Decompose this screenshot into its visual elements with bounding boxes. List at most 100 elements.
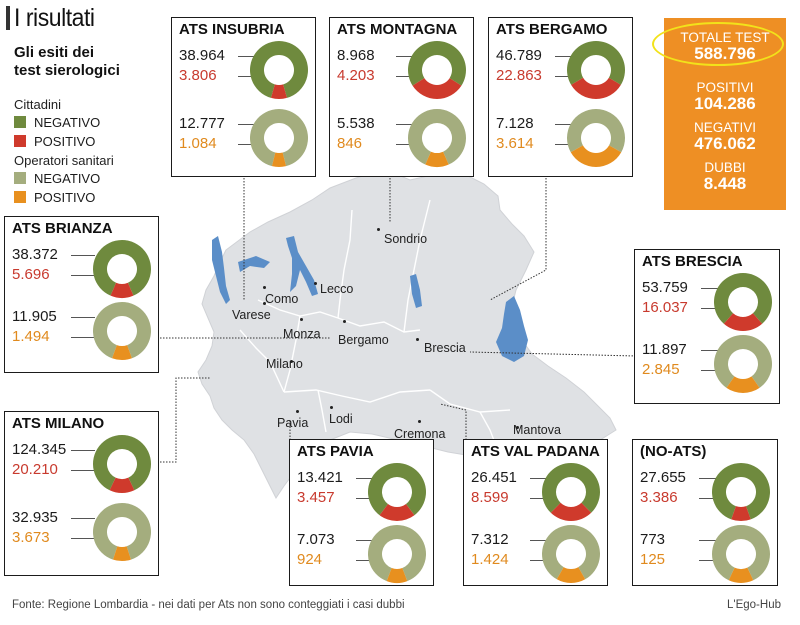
donut-slice-negativo: [92, 435, 151, 491]
value-operatori-positivo: 1.084: [179, 135, 217, 152]
province-borders: [239, 199, 511, 457]
footer-credit: L'Ego-Hub: [727, 599, 781, 611]
legend-group-cittadini: Cittadini: [14, 97, 61, 112]
positivi-label: POSITIVI: [696, 80, 754, 95]
donut-cittadini: [408, 41, 466, 99]
donut-slice-negativo: [567, 41, 625, 85]
leader-line: [238, 76, 262, 77]
city-label: Lodi: [329, 412, 353, 426]
leader-line: [701, 308, 725, 309]
donut-slice-negativo: [250, 41, 308, 98]
leader-line: [396, 124, 420, 125]
city-dot: [263, 286, 266, 289]
donut-cittadini: [92, 435, 151, 493]
dubbi-label: DUBBI: [704, 160, 746, 175]
donut-cittadini: [542, 463, 600, 521]
positivi-value: 104.286: [694, 94, 756, 113]
legend-swatch: [14, 191, 26, 203]
value-operatori-negativo: 32.935: [12, 509, 58, 526]
legend-item-operatori-positivo: POSITIVO: [14, 190, 95, 206]
value-operatori-positivo: 846: [337, 135, 363, 152]
value-operatori-positivo: 1.494: [12, 328, 50, 345]
donut-slice-negativo: [408, 108, 466, 165]
leader-line: [555, 76, 579, 77]
legend-swatch: [14, 116, 26, 128]
value-operatori-negativo: 11.897: [642, 341, 687, 358]
value-cittadini-negativo: 46.789: [496, 47, 542, 64]
city-dot: [296, 410, 299, 413]
value-operatori-negativo: 7.073: [297, 531, 335, 548]
legend-label: NEGATIVO: [34, 171, 101, 186]
donut-slice-negativo: [93, 240, 151, 296]
leader-line: [555, 56, 579, 57]
region-title: (NO-ATS): [640, 443, 707, 460]
donut-operatori: [714, 335, 772, 393]
region-box: (NO-ATS) 27.655 3.386 773 125: [632, 439, 778, 586]
leader-line: [699, 540, 723, 541]
value-cittadini-positivo: 8.599: [471, 489, 509, 506]
value-cittadini-positivo: 20.210: [12, 461, 58, 478]
donut-slice-positivo: [556, 567, 586, 583]
donut-cittadini: [368, 463, 426, 521]
donut-slice-positivo: [425, 151, 449, 167]
value-cittadini-negativo: 53.759: [642, 279, 688, 296]
value-operatori-negativo: 11.905: [12, 308, 57, 325]
value-operatori-positivo: 924: [297, 551, 323, 568]
city-dot: [418, 420, 421, 423]
leader-line: [699, 498, 723, 499]
leader-line: [555, 124, 579, 125]
region-title: ATS INSUBRIA: [179, 21, 285, 38]
city-dot: [314, 282, 317, 285]
value-operatori-positivo: 125: [640, 551, 666, 568]
region-box: ATS PAVIA 13.421 3.457 7.073 924: [289, 439, 434, 586]
value-cittadini-positivo: 5.696: [12, 266, 50, 283]
donut-slice-positivo: [571, 77, 621, 99]
donut-slice-negativo: [93, 302, 151, 359]
city-label: Sondrio: [384, 232, 428, 246]
donut-slice-negativo: [542, 463, 600, 513]
donut-slice-positivo: [412, 78, 462, 99]
total-highlight-oval: [652, 22, 784, 66]
legend-label: POSITIVO: [34, 134, 96, 149]
lake-garda: [496, 296, 528, 362]
region-title: ATS MONTAGNA: [337, 21, 458, 38]
value-cittadini-positivo: 4.203: [337, 67, 375, 84]
region-box: ATS BRESCIA 53.759 16.037 11.897 2.845: [634, 249, 780, 404]
donut-cittadini: [714, 273, 772, 331]
city-dot: [377, 228, 380, 231]
lake-maggiore: [212, 236, 230, 304]
donut-cittadini: [250, 41, 308, 99]
donut-cittadini: [93, 240, 151, 298]
value-cittadini-positivo: 3.386: [640, 489, 678, 506]
footer-source: Fonte: Regione Lombardia - nei dati per …: [12, 599, 405, 611]
leader-line: [530, 560, 554, 561]
donut-slice-negativo: [250, 109, 308, 167]
negativi-label: NEGATIVI: [693, 120, 756, 135]
donut-slice-positivo: [386, 568, 408, 583]
donut-slice-negativo: [714, 335, 772, 388]
value-cittadini-positivo: 3.806: [179, 67, 217, 84]
city-label: Mantova: [513, 423, 561, 437]
lake-como: [286, 236, 318, 296]
leader-line: [238, 124, 262, 125]
legend-swatch: [14, 172, 26, 184]
leader-line: [555, 144, 579, 145]
leader-line: [701, 288, 725, 289]
title-accent-bar: [6, 6, 10, 30]
legend-swatch: [14, 135, 26, 147]
donut-operatori: [93, 302, 151, 360]
leader-line: [71, 518, 95, 519]
donut-operatori: [368, 525, 426, 583]
value-operatori-positivo: 1.424: [471, 551, 509, 568]
donut-slice-negativo: [712, 463, 770, 520]
value-operatori-negativo: 773: [640, 531, 666, 548]
leader-line: [356, 560, 380, 561]
region-title: ATS BRESCIA: [642, 253, 743, 270]
value-operatori-positivo: 3.614: [496, 135, 534, 152]
city-dot: [516, 426, 519, 429]
legend-label: NEGATIVO: [34, 115, 101, 130]
donut-slice-positivo: [109, 477, 135, 493]
region-box: ATS MILANO 124.345 20.210 32.935 3.673: [4, 411, 159, 576]
leader-line: [701, 350, 725, 351]
donut-operatori: [250, 109, 308, 167]
